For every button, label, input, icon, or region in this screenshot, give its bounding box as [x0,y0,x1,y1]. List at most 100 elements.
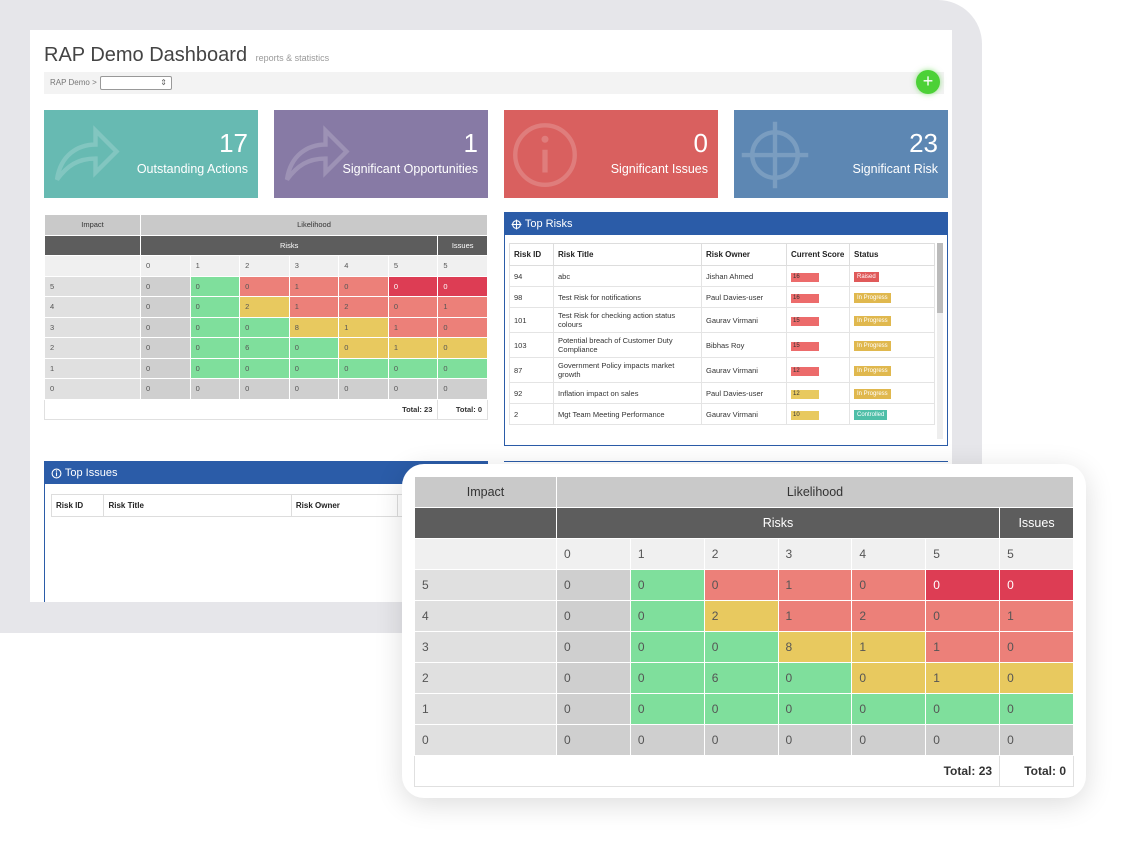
matrix-cell[interactable]: 1 [288,296,340,318]
matrix-cell[interactable]: 0 [288,357,340,379]
matrix-cell[interactable]: 6 [703,662,779,694]
matrix-cell[interactable]: 0 [387,296,439,318]
matrix-cell[interactable]: 0 [140,316,191,338]
issues-column-header[interactable]: Risk Owner [290,494,399,517]
matrix-cell[interactable]: 0 [338,337,389,359]
matrix-cell[interactable]: 0 [999,569,1074,601]
matrix-cell[interactable]: 1 [925,631,1001,663]
matrix-cell[interactable]: 0 [239,316,290,338]
matrix-cell[interactable]: 0 [189,316,241,338]
matrix-cell[interactable]: 0 [239,275,290,297]
matrix-cell[interactable]: 0 [189,296,241,318]
risk-title[interactable]: Inflation impact on sales [553,382,702,404]
matrix-cell[interactable]: 0 [338,357,389,379]
matrix-cell[interactable]: 0 [437,337,488,359]
matrix-cell[interactable]: 0 [288,378,340,400]
matrix-cell[interactable]: 0 [387,357,439,379]
matrix-cell[interactable]: 0 [437,316,488,338]
matrix-cell[interactable]: 0 [338,378,389,400]
table-row[interactable]: 94 abc Jishan Ahmed 16 Raised [509,265,935,287]
matrix-cell[interactable]: 0 [777,724,853,756]
matrix-cell[interactable]: 8 [288,316,340,338]
matrix-cell[interactable]: 0 [999,631,1074,663]
matrix-cell[interactable]: 0 [140,275,191,297]
matrix-cell[interactable]: 0 [387,275,439,297]
matrix-cell[interactable]: 0 [239,378,290,400]
risk-title[interactable]: Mgt Team Meeting Performance [553,403,702,425]
scrollbar-thumb[interactable] [937,243,943,313]
matrix-cell[interactable]: 0 [629,631,705,663]
matrix-cell[interactable]: 0 [387,378,439,400]
matrix-cell[interactable]: 0 [851,693,927,725]
matrix-cell[interactable]: 0 [999,662,1074,694]
matrix-cell[interactable]: 0 [925,600,1001,632]
matrix-cell[interactable]: 2 [338,296,389,318]
matrix-cell[interactable]: 0 [437,357,488,379]
matrix-cell[interactable]: 0 [629,569,705,601]
matrix-cell[interactable]: 0 [556,724,631,756]
matrix-cell[interactable]: 0 [999,693,1074,725]
matrix-cell[interactable]: 0 [629,693,705,725]
matrix-cell[interactable]: 6 [239,337,290,359]
matrix-cell[interactable]: 1 [387,316,439,338]
matrix-cell[interactable]: 0 [925,693,1001,725]
matrix-cell[interactable]: 0 [999,724,1074,756]
matrix-cell[interactable]: 0 [140,337,191,359]
matrix-cell[interactable]: 1 [999,600,1074,632]
matrix-cell[interactable]: 1 [288,275,340,297]
risk-title[interactable]: Government Policy impacts market growth [553,357,702,383]
risk-title[interactable]: Test Risk for checking action status col… [553,307,702,333]
risks-column-header[interactable]: Current Score [786,243,850,266]
matrix-cell[interactable]: 2 [851,600,927,632]
risk-title[interactable]: Test Risk for notifications [553,286,702,308]
matrix-cell[interactable]: 1 [437,296,488,318]
risks-column-header[interactable]: Status [849,243,935,266]
risk-title[interactable]: Potential breach of Customer Duty Compli… [553,332,702,358]
table-row[interactable]: 103 Potential breach of Customer Duty Com… [509,332,935,358]
breadcrumb-select[interactable]: ⇕ [100,76,172,90]
matrix-cell[interactable]: 0 [629,662,705,694]
matrix-cell[interactable]: 0 [851,569,927,601]
matrix-cell[interactable]: 0 [556,693,631,725]
matrix-cell[interactable]: 0 [189,275,241,297]
matrix-cell[interactable]: 0 [851,724,927,756]
risks-column-header[interactable]: Risk Title [553,243,702,266]
stat-tile[interactable]: 0 Significant Issues [504,110,718,198]
add-button[interactable]: + [916,70,940,94]
matrix-cell[interactable]: 0 [556,569,631,601]
matrix-cell[interactable]: 0 [437,275,488,297]
matrix-cell[interactable]: 2 [703,600,779,632]
matrix-cell[interactable]: 0 [338,275,389,297]
matrix-cell[interactable]: 1 [851,631,927,663]
matrix-cell[interactable]: 0 [189,337,241,359]
risks-column-header[interactable]: Risk ID [509,243,554,266]
matrix-cell[interactable]: 0 [851,662,927,694]
matrix-cell[interactable]: 1 [777,569,853,601]
matrix-cell[interactable]: 0 [703,724,779,756]
table-row[interactable]: 92 Inflation impact on sales Paul Davies-u… [509,382,935,404]
matrix-cell[interactable]: 0 [140,296,191,318]
matrix-cell[interactable]: 0 [703,693,779,725]
matrix-cell[interactable]: 0 [629,600,705,632]
scrollbar[interactable] [937,243,943,439]
matrix-cell[interactable]: 0 [556,662,631,694]
table-row[interactable]: 101 Test Risk for checking action status … [509,307,935,333]
table-row[interactable]: 87 Government Policy impacts market growt… [509,357,935,383]
matrix-cell[interactable]: 0 [437,378,488,400]
stat-tile[interactable]: 23 Significant Risk [734,110,948,198]
stat-tile[interactable]: 1 Significant Opportunities [274,110,488,198]
matrix-cell[interactable]: 0 [189,357,241,379]
matrix-cell[interactable]: 0 [777,662,853,694]
matrix-cell[interactable]: 1 [338,316,389,338]
matrix-cell[interactable]: 0 [925,724,1001,756]
table-row[interactable]: 98 Test Risk for notifications Paul Davies… [509,286,935,308]
matrix-cell[interactable]: 0 [925,569,1001,601]
matrix-cell[interactable]: 0 [140,357,191,379]
matrix-cell[interactable]: 1 [387,337,439,359]
risk-title[interactable]: abc [553,265,702,287]
matrix-cell[interactable]: 0 [189,378,241,400]
matrix-cell[interactable]: 0 [629,724,705,756]
matrix-cell[interactable]: 1 [925,662,1001,694]
matrix-cell[interactable]: 2 [239,296,290,318]
issues-column-header[interactable]: Risk ID [50,494,105,517]
